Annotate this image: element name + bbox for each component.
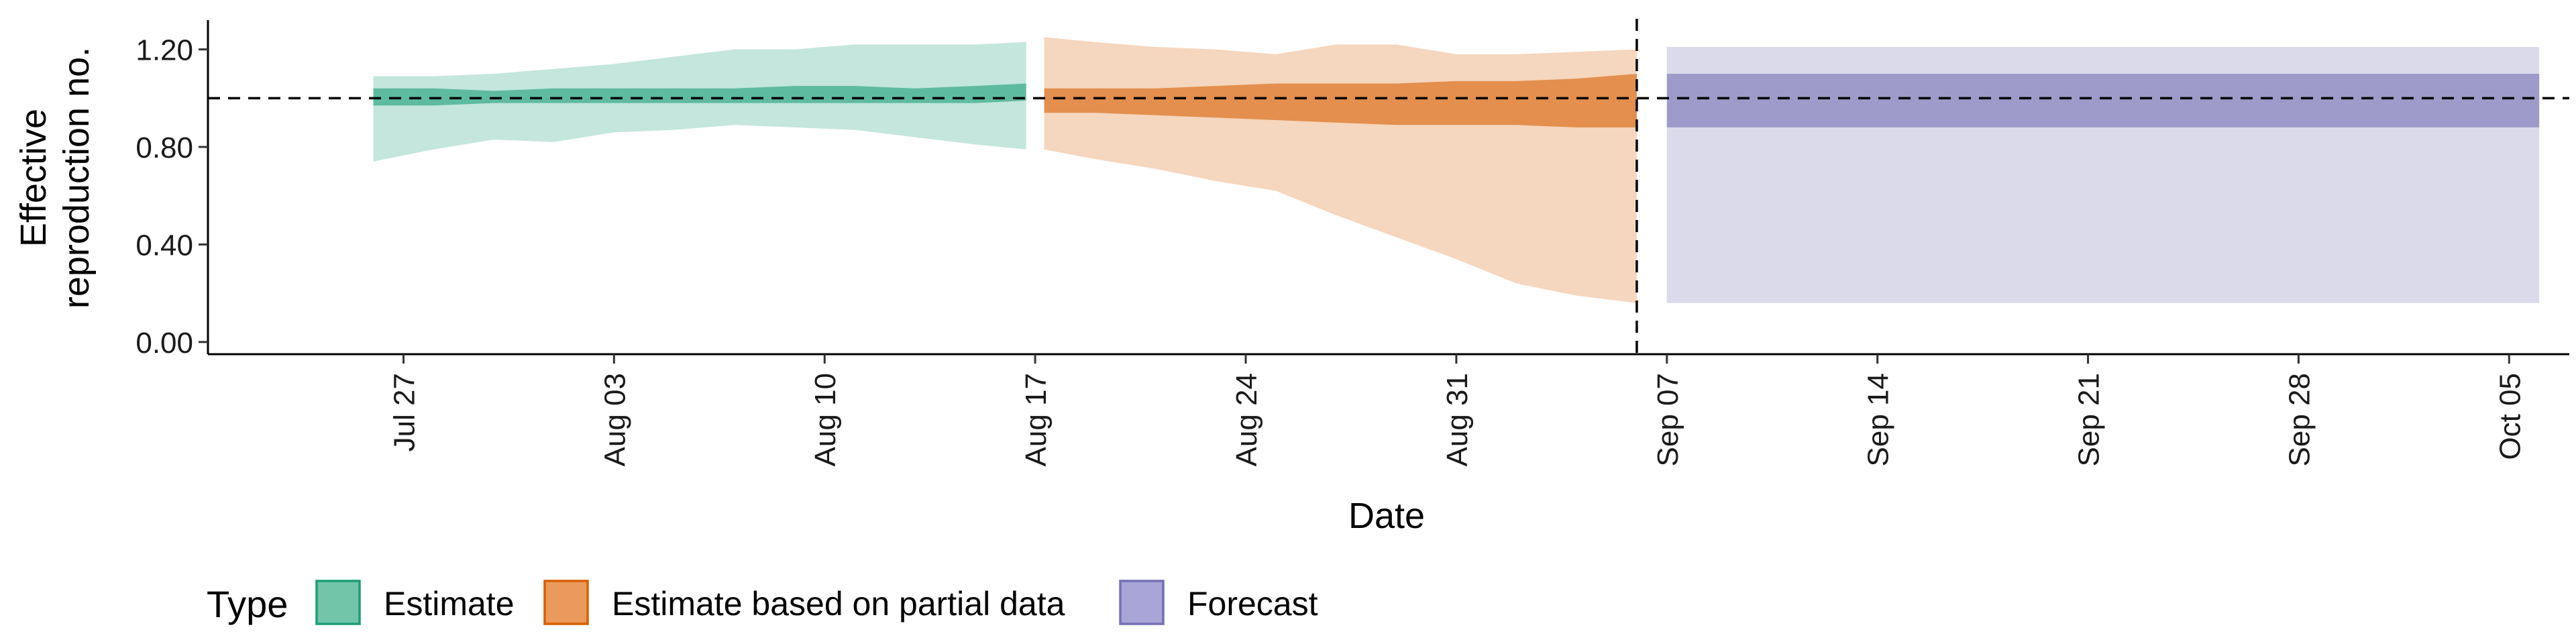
y-axis-title-line2: reproduction no. [56,47,97,309]
x-tick-label: Aug 31 [1441,373,1474,466]
legend-label: Estimate [384,585,515,623]
y-axis-title: Effective reproduction no. [13,47,97,309]
x-tick-label: Aug 03 [598,373,631,466]
x-tick-label: Oct 05 [2493,373,2526,460]
x-tick-label: Sep 14 [1862,373,1895,466]
x-tick-label: Aug 24 [1230,373,1263,466]
x-tick-label: Sep 21 [2073,373,2106,466]
estimate-inner-band [373,83,1026,106]
y-tick-label: 0.80 [136,131,193,164]
legend-key [315,580,361,625]
forecast-inner-band [1666,74,2540,127]
x-tick-label: Aug 17 [1020,373,1053,466]
legend-label: Forecast [1187,585,1318,623]
legend-key [1119,580,1165,625]
estimate-based-on-partial-data-outer-band [1044,37,1637,303]
x-tick-label: Jul 27 [388,373,421,451]
y-tick-label: 1.20 [136,34,193,67]
estimate-based-on-partial-data-inner-band [1044,74,1637,127]
legend: Type Estimate Estimate based on partial d… [207,580,1318,625]
x-tick-label: Sep 28 [2283,373,2316,466]
legend-title: Type [207,583,288,625]
x-tick-label: Sep 07 [1652,373,1684,466]
legend-label: Estimate based on partial data [612,585,1065,623]
plot-area [208,19,2569,354]
axes: 0.00 0.40 0.80 1.20 Jul 27 Aug 03 Aug 10 Aug 17… [136,20,2569,466]
x-tick-label: Aug 10 [809,373,842,466]
y-axis-title-line1: Effective [13,109,54,247]
y-tick-label: 0.40 [136,229,193,262]
legend-key [543,580,589,625]
x-axis-title: Date [1348,496,1425,536]
y-tick-label: 0.00 [136,327,193,360]
